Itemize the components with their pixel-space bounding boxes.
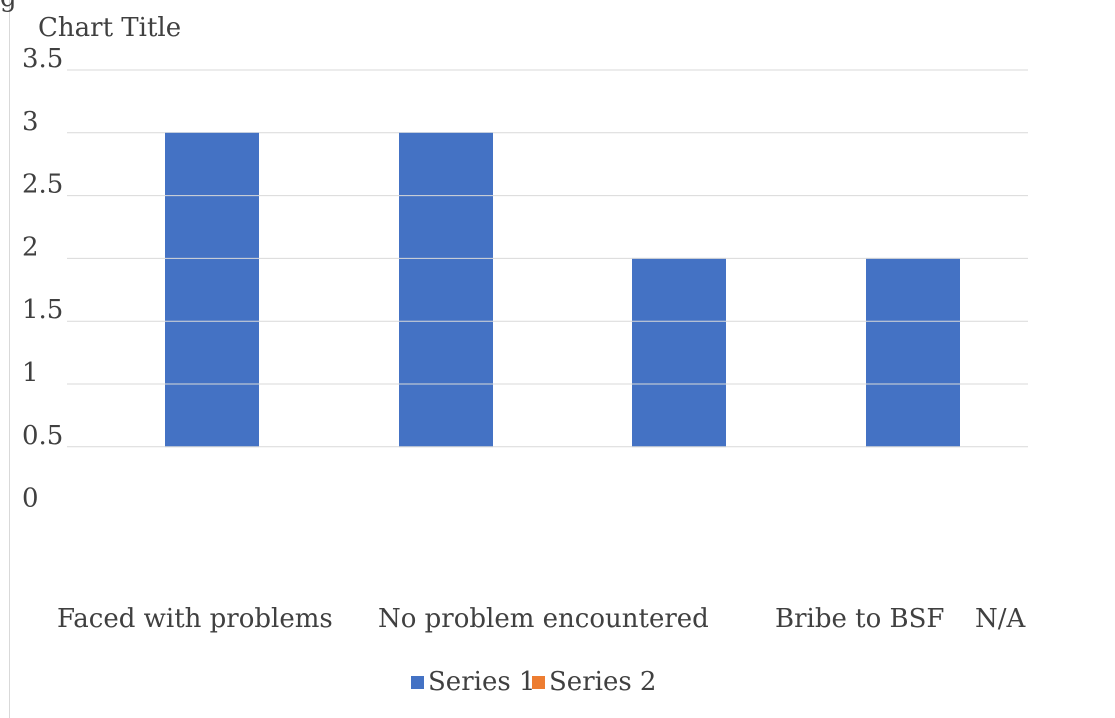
clipped-header-text: g [0,0,17,13]
y-tick-label: 1.5 [22,295,63,325]
legend: Series 1 Series 2 [411,667,656,697]
x-category-label: No problem encountered [378,604,709,634]
y-tick-label: 2 [22,232,39,262]
x-axis-labels: Faced with problems No problem encountere… [57,604,1027,634]
y-tick-label: 3 [22,107,39,137]
y-tick-label: 0.5 [22,421,63,451]
bar-series-1 [165,132,259,447]
y-tick-label: 2.5 [22,170,63,200]
y-tick-label: 3.5 [22,44,63,74]
legend-label-series-1: Series 1 [428,667,535,697]
legend-label-series-2: Series 2 [549,667,656,697]
bar-series-1 [632,258,726,447]
legend-swatch-series-1 [411,676,424,689]
legend-swatch-series-2 [532,676,545,689]
y-axis-ticks: 0 0.5 1 1.5 2 2.5 3 3.5 [22,44,63,514]
bar-series-1 [399,132,493,447]
bar-series-1 [866,258,960,447]
chart-frame [9,0,1113,718]
x-category-label: N/A [975,604,1027,634]
x-category-label: Faced with problems [57,604,333,634]
x-category-label: Bribe to BSF [775,604,944,634]
y-tick-label: 0 [22,484,39,514]
bars [165,132,960,448]
chart-title: Chart Title [38,13,181,43]
y-tick-label: 1 [22,358,39,388]
